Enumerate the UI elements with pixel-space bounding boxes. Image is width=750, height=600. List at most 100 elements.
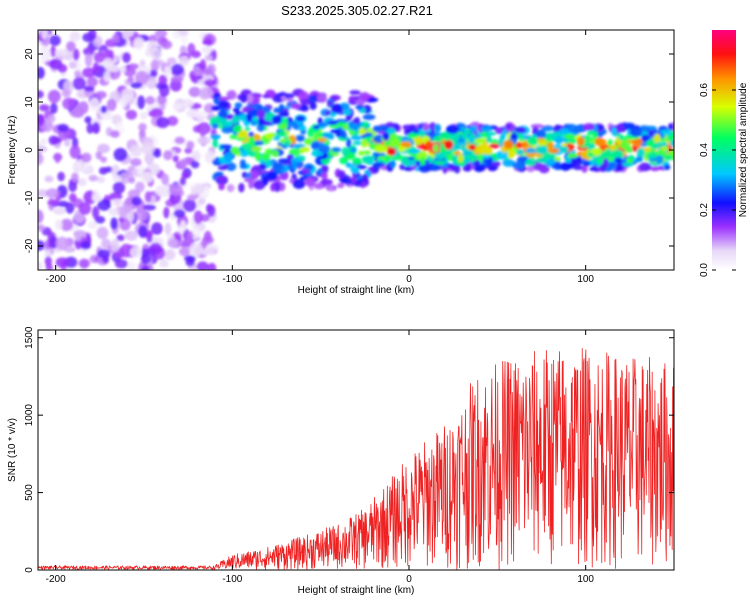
colorbar-tick-label: 0.2 xyxy=(699,203,710,217)
spectrogram-blob xyxy=(257,109,266,120)
spectrogram-blob xyxy=(653,133,661,142)
spectrogram-blob xyxy=(337,182,345,189)
spectrogram-blob xyxy=(144,191,152,203)
spectrogram-blob xyxy=(304,177,316,187)
spectrogram-blob xyxy=(119,65,127,74)
spectrogram-blob xyxy=(453,164,461,174)
spectrogram-blob xyxy=(636,147,646,157)
snr-y-ticks: 0 500 1000 1500 xyxy=(24,326,674,573)
spectrogram-blob xyxy=(48,236,59,249)
spectrogram-blob xyxy=(408,159,416,167)
spectrogram-blob xyxy=(566,153,579,159)
spectrogram-blob xyxy=(45,188,60,199)
spectrogram-blob xyxy=(204,54,213,62)
spectrogram-blob xyxy=(434,152,446,160)
spectrogram-blob xyxy=(129,144,143,157)
spectrogram-blob xyxy=(256,123,265,132)
spectrogram-blob xyxy=(69,145,81,159)
spectrogram-blob xyxy=(50,45,57,58)
spectrogram-blob xyxy=(312,125,320,130)
spectrogram-blob xyxy=(299,146,311,153)
spectrogram-blob xyxy=(178,55,190,67)
spectrogram-blob xyxy=(331,103,343,114)
spectrogram-blob xyxy=(194,184,205,195)
spectrogram-blob xyxy=(526,137,539,146)
spectrogram-blob xyxy=(196,261,209,270)
spectrogram-blob xyxy=(353,157,362,166)
y-tick-label: 0 xyxy=(24,147,35,153)
spectrogram-blob xyxy=(41,39,50,46)
spectrogram-blob xyxy=(433,160,447,166)
spectrogram-blob xyxy=(481,146,493,155)
spectrogram-blob xyxy=(116,234,125,242)
spectrogram-blob xyxy=(338,170,346,178)
spectrogram-blob xyxy=(210,134,221,140)
spectrogram-blob xyxy=(615,162,624,171)
spectrogram-blob xyxy=(119,30,133,39)
spectrogram-blob xyxy=(451,133,461,141)
spectrogram-blob xyxy=(321,178,333,186)
spectrogram-blob xyxy=(218,109,228,119)
spectrogram-blob xyxy=(253,180,266,190)
spectrogram-blob xyxy=(607,139,613,147)
spectrogram-blob xyxy=(86,122,94,134)
spectrogram-blob xyxy=(127,76,134,83)
spectrogram-blob xyxy=(160,40,173,50)
y-tick-label: 20 xyxy=(24,48,35,60)
spectrogram-blob xyxy=(526,152,536,158)
x-tick-label: 100 xyxy=(577,274,594,285)
spectrogram-blob xyxy=(97,199,112,211)
spectrogram-blob xyxy=(47,114,56,123)
snr-x-label: Height of straight line (km) xyxy=(298,585,415,596)
spectrogram-blob xyxy=(432,143,439,153)
spectrogram-blob xyxy=(169,183,183,196)
spectrogram-blob xyxy=(210,105,221,111)
spectrogram-blob xyxy=(221,126,233,134)
y-tick-label: 500 xyxy=(24,484,35,501)
spectrogram-blob xyxy=(568,137,577,145)
spectrogram-blob xyxy=(60,218,74,231)
spectrogram-blob xyxy=(611,149,624,160)
spectrogram-blob xyxy=(560,162,571,171)
spectrogram-blob xyxy=(349,95,356,103)
spectrogram-x-ticks: -200 -100 0 100 xyxy=(46,30,594,285)
spectrogram-blob xyxy=(504,139,514,150)
spectrogram-blob xyxy=(362,114,376,121)
spectrogram-blob xyxy=(346,138,352,149)
spectrogram-blob xyxy=(609,162,616,168)
spectrogram-blob xyxy=(349,90,361,95)
spectrogram-blob xyxy=(186,140,195,150)
spectrogram-blob xyxy=(112,174,122,182)
spectrogram-blob xyxy=(469,133,476,140)
spectrogram-blob xyxy=(195,110,208,121)
spectrogram-blob xyxy=(317,137,328,143)
spectrogram-blob xyxy=(158,74,168,86)
spectrogram-blob xyxy=(95,91,107,99)
spectrogram-blob xyxy=(329,124,342,129)
spectrogram-blob xyxy=(144,152,155,165)
spectrogram-blob xyxy=(535,145,548,155)
spectrogram-blob xyxy=(230,146,240,155)
spectrogram-blob xyxy=(179,158,188,167)
spectrogram-blob xyxy=(248,131,255,137)
spectrogram-blob xyxy=(468,144,477,151)
spectrogram-blob xyxy=(589,167,598,172)
spectrogram-blob xyxy=(179,177,187,186)
x-tick-label: -200 xyxy=(46,574,66,585)
spectrogram-blob xyxy=(109,208,119,216)
spectrogram-blob xyxy=(234,102,243,109)
spectrogram-blob xyxy=(53,207,67,215)
spectrogram-blob xyxy=(103,70,111,83)
spectrogram-blob xyxy=(452,143,459,151)
spectrogram-blob xyxy=(311,151,324,157)
spectrogram-blob xyxy=(618,123,624,133)
spectrogram-blob xyxy=(124,230,138,241)
spectrogram-blob xyxy=(646,154,657,159)
spectrogram-blob xyxy=(66,41,76,52)
spectrogram-blob xyxy=(238,182,245,193)
spectrogram-blob xyxy=(88,174,98,182)
spectrogram-blob xyxy=(526,165,535,173)
spectrogram-blob xyxy=(106,98,117,112)
spectrogram-blob xyxy=(262,176,269,186)
spectrogram-blob xyxy=(639,125,650,132)
